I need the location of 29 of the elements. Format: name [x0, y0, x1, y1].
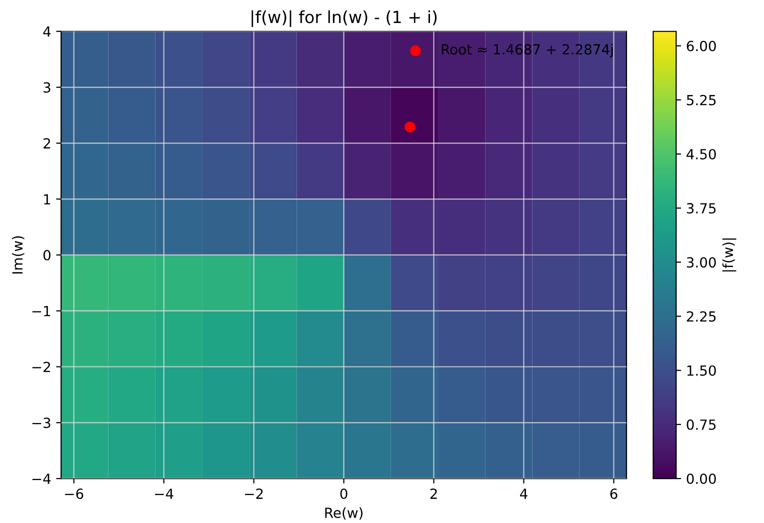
color-bar-label: 2.25 — [686, 311, 716, 322]
y-tick-label: −2 — [32, 362, 50, 372]
y-tick-label: 0 — [43, 250, 50, 260]
y-axis-title: Im(w) — [12, 236, 24, 274]
color-bar-label: 6.00 — [686, 40, 716, 52]
color-bar-label: 3.00 — [686, 257, 716, 268]
color-bar-label: 4.50 — [686, 148, 716, 160]
color-bar-label: 5.25 — [686, 94, 716, 106]
y-tick-label: −3 — [32, 418, 50, 428]
y-tick-label: 4 — [43, 26, 51, 37]
color-bar-label: 3.75 — [686, 203, 716, 214]
color-bar-label: 0.00 — [686, 474, 716, 484]
y-tick-label: −1 — [32, 306, 50, 316]
x-tick-label: 6 — [610, 488, 618, 500]
x-tick-label: 4 — [520, 488, 528, 499]
x-tick-label: −2 — [245, 488, 263, 499]
color-bar-label: 0.75 — [686, 419, 716, 430]
color-bar-label: 1.50 — [687, 365, 716, 376]
x-axis-title: Re(w) — [325, 507, 362, 520]
x-tick-label: −4 — [155, 488, 174, 499]
y-tick-label: −4 — [32, 474, 51, 484]
x-tick-label: 2 — [430, 488, 437, 499]
y-tick-label: 3 — [44, 82, 50, 93]
chart-title: |f(w)| for ln(w) - (1 + i) — [252, 10, 437, 27]
x-tick-label: −6 — [65, 488, 84, 500]
y-tick-label: 2 — [44, 138, 50, 148]
x-tick-label: 0 — [340, 488, 348, 500]
color-bar-title: |f(w)| — [722, 238, 736, 272]
y-tick-label: 1 — [44, 194, 50, 204]
